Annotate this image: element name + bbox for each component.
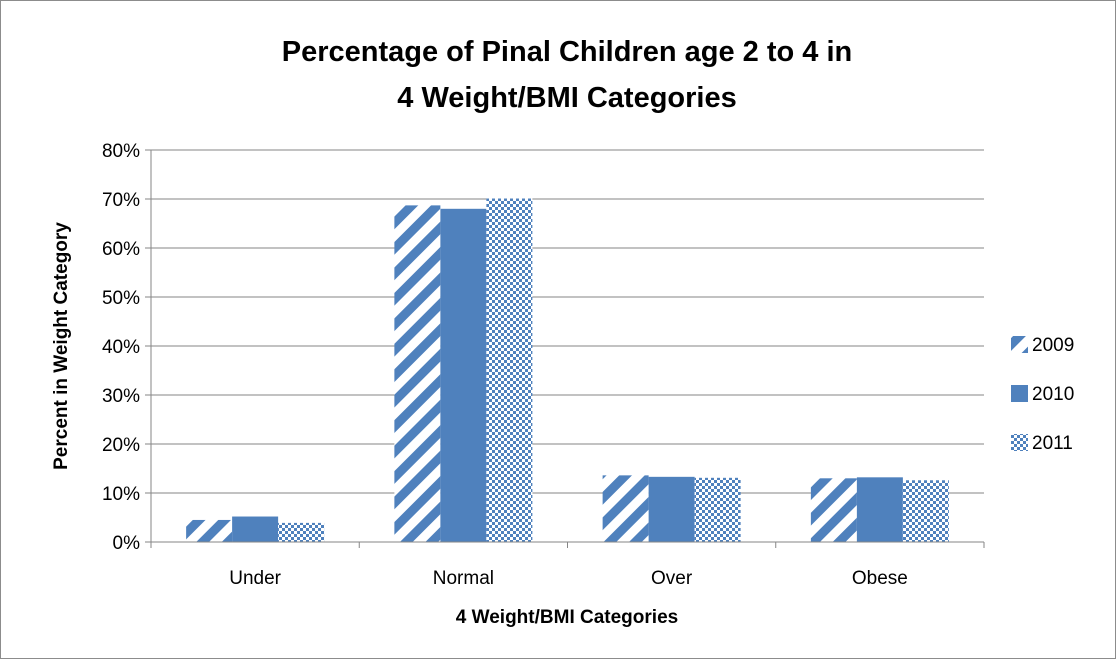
x-tick-labels: Under Normal Over Obese bbox=[229, 542, 908, 589]
bar-over-2009 bbox=[602, 475, 649, 542]
y-tick-label: 60% bbox=[102, 239, 140, 260]
chart-title-line-2: 4 Weight/BMI Categories bbox=[397, 82, 736, 114]
bar-obese-2009 bbox=[810, 478, 857, 542]
y-tick-label: 50% bbox=[102, 288, 140, 309]
x-tick-label: Over bbox=[651, 568, 693, 589]
y-tick-label: 20% bbox=[102, 435, 140, 456]
bar-normal-2011 bbox=[486, 198, 533, 542]
y-tick-labels: 0% 10% 20% 30% 40% 50% 60% 70% 80% bbox=[102, 141, 140, 554]
y-tick-label: 30% bbox=[102, 386, 140, 407]
bar-normal-2009 bbox=[394, 205, 441, 542]
bar-over-2011 bbox=[694, 477, 741, 542]
legend-swatch-2010 bbox=[1011, 385, 1028, 402]
legend: 2009 2010 2011 bbox=[1011, 335, 1074, 454]
y-tick-label: 80% bbox=[102, 141, 140, 162]
bar-obese-2010 bbox=[856, 477, 903, 542]
bars bbox=[186, 198, 949, 543]
legend-label-2010: 2010 bbox=[1032, 384, 1074, 405]
chart-title-line-1: Percentage of Pinal Children age 2 to 4 … bbox=[282, 36, 852, 68]
legend-swatch-2009 bbox=[1011, 336, 1028, 353]
legend-label-2009: 2009 bbox=[1032, 335, 1074, 356]
legend-swatch-2011 bbox=[1011, 434, 1028, 451]
x-tick-label: Under bbox=[229, 568, 281, 589]
bar-normal-2010 bbox=[440, 208, 487, 543]
y-tick-label: 40% bbox=[102, 337, 140, 358]
bar-under-2010 bbox=[232, 516, 279, 542]
x-tick-label: Obese bbox=[852, 568, 908, 589]
bar-obese-2011 bbox=[902, 480, 949, 542]
y-axis-label: Percent in Weight Category bbox=[51, 222, 72, 470]
bar-under-2011 bbox=[278, 522, 325, 542]
y-tick-label: 0% bbox=[113, 533, 141, 554]
y-tick-label: 70% bbox=[102, 190, 140, 211]
bar-under-2009 bbox=[186, 519, 233, 542]
bar-over-2010 bbox=[648, 476, 695, 542]
x-tick-label: Normal bbox=[433, 568, 494, 589]
y-tick-label: 10% bbox=[102, 484, 140, 505]
x-axis-label: 4 Weight/BMI Categories bbox=[456, 607, 678, 628]
legend-label-2011: 2011 bbox=[1032, 433, 1073, 454]
